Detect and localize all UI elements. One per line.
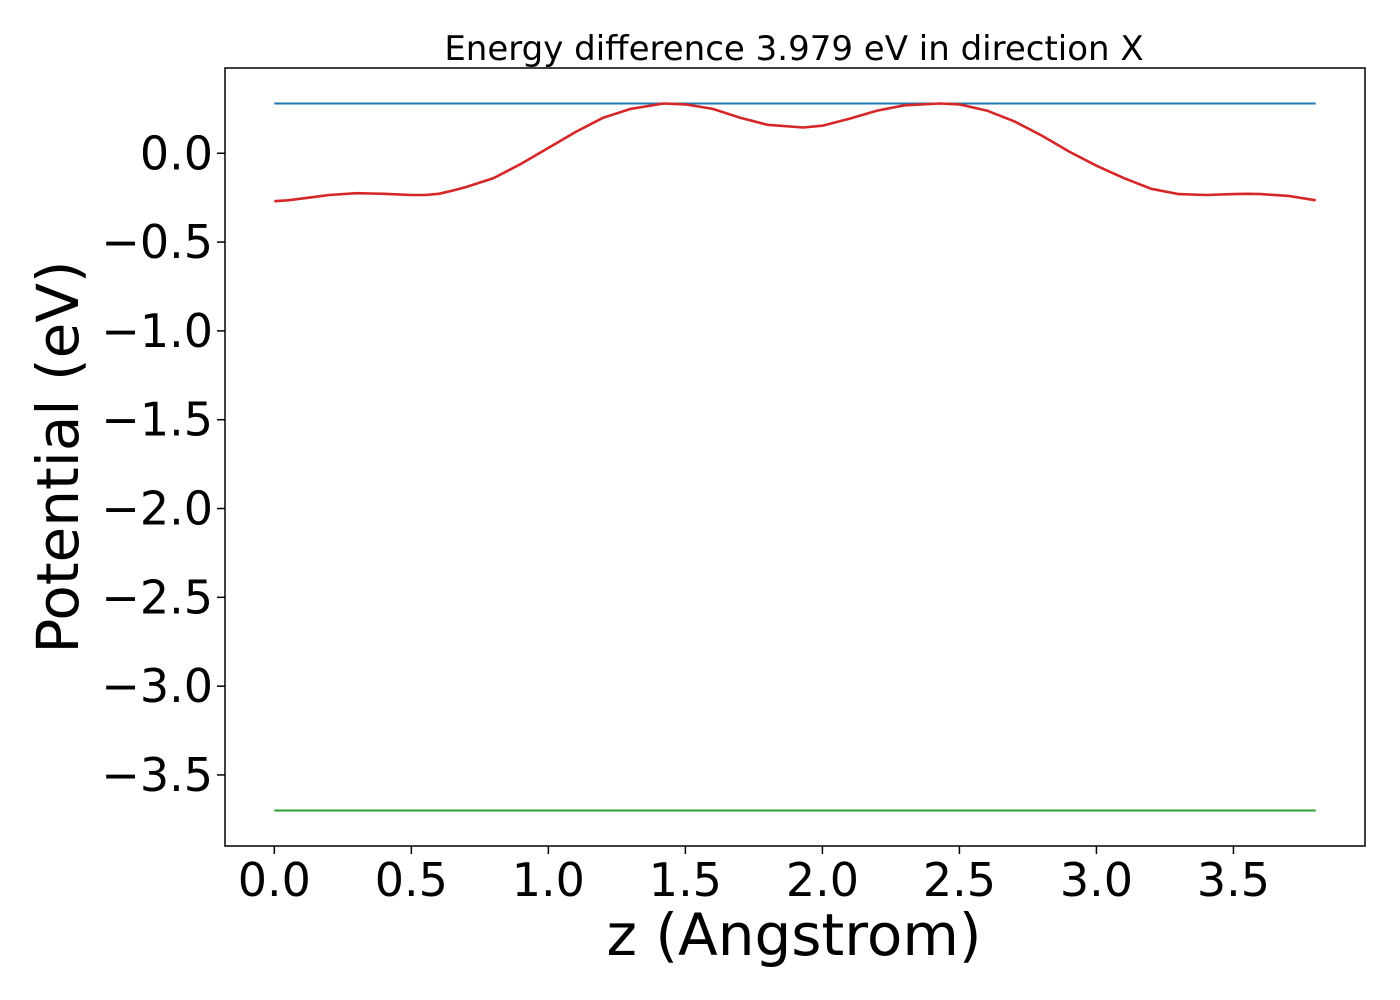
y-tick-label: −2.5 <box>101 570 213 624</box>
y-tick-label: −2.0 <box>101 482 213 536</box>
x-tick-label: 1.0 <box>512 853 585 907</box>
y-tick-label: −1.5 <box>101 393 213 447</box>
x-tick-label: 3.5 <box>1197 853 1270 907</box>
y-tick-label: 0.0 <box>140 126 213 180</box>
series-line-1 <box>274 102 1316 203</box>
x-tick-label: 2.0 <box>786 853 859 907</box>
x-tick-label: 3.0 <box>1060 853 1133 907</box>
x-tick-label: 2.5 <box>923 853 996 907</box>
x-tick-label: 0.0 <box>238 853 311 907</box>
x-tick-label: 1.5 <box>649 853 722 907</box>
y-tick-label: −0.5 <box>101 215 213 269</box>
x-axis-ticks: 0.0 0.5 1.0 1.5 2.0 2.5 3.0 3.5 <box>238 846 1270 907</box>
y-tick-label: −3.0 <box>101 659 213 713</box>
chart-title: Energy difference 3.979 eV in direction … <box>444 29 1143 69</box>
y-tick-label: −3.5 <box>101 748 213 802</box>
series-layer <box>274 102 1316 812</box>
y-axis-ticks: 0.0 −0.5 −1.0 −1.5 −2.0 −2.5 −3.0 −3.5 <box>101 126 225 802</box>
x-tick-label: 0.5 <box>375 853 448 907</box>
plot-frame <box>224 67 1366 847</box>
y-axis-label: Potential (eV) <box>24 260 92 653</box>
y-tick-label: −1.0 <box>101 304 213 358</box>
x-axis-label: z (Angstrom) <box>607 901 982 969</box>
